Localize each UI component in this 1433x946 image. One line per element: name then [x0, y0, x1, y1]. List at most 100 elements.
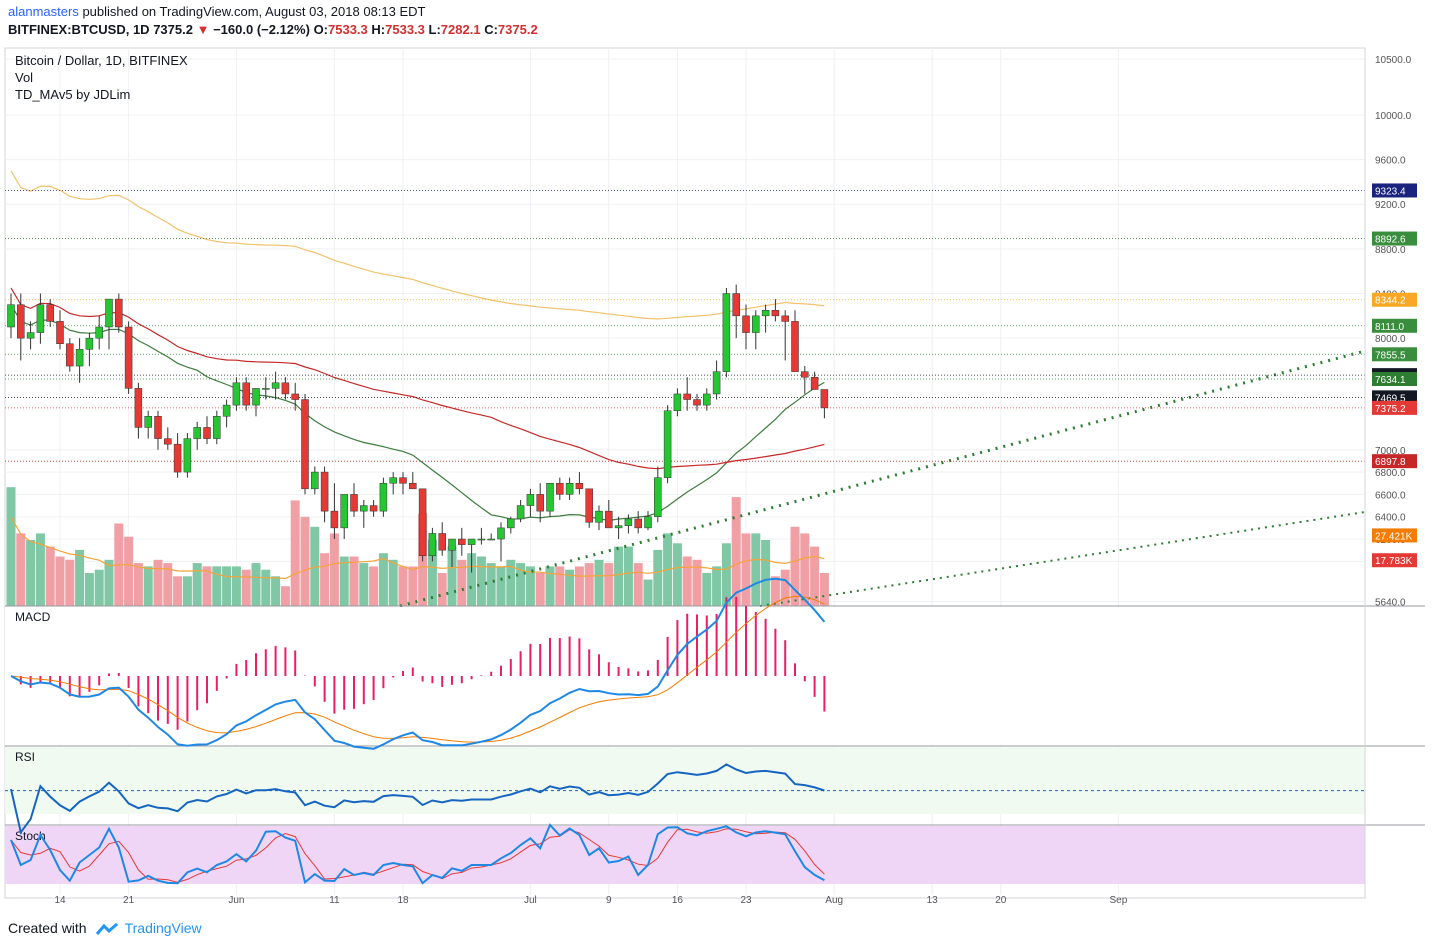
- candle-body: [389, 477, 397, 484]
- price-change: −160.0 (−2.12%): [213, 22, 310, 37]
- volume-bar: [731, 497, 741, 606]
- candle-body: [781, 315, 789, 322]
- time-tick: 16: [672, 895, 684, 906]
- candle-body: [693, 399, 701, 406]
- volume-bar: [124, 536, 134, 606]
- time-tick: 21: [123, 895, 135, 906]
- time-tick: Jun: [228, 895, 244, 906]
- volume-bar: [94, 569, 104, 606]
- candle-body: [516, 505, 525, 520]
- candle-body: [301, 399, 309, 490]
- candle-body: [634, 518, 642, 529]
- price-label-text: 7855.5: [1375, 350, 1406, 361]
- price-tick: 8000.0: [1375, 334, 1406, 345]
- candle-body: [36, 304, 45, 333]
- volume-bar: [614, 546, 624, 606]
- volume-bar: [349, 556, 359, 606]
- volume-bar: [153, 559, 163, 606]
- price-label-text: 6897.8: [1375, 457, 1406, 468]
- volume-bar: [633, 563, 643, 606]
- time-tick: Aug: [825, 895, 843, 906]
- price-tick: 9600.0: [1375, 156, 1406, 167]
- price-tick: 10000.0: [1375, 111, 1412, 122]
- vol-label-text: 27.421K: [1375, 531, 1413, 542]
- volume-bar: [810, 546, 820, 606]
- price-label-box: [1372, 231, 1417, 246]
- close-value: 7375.2: [497, 22, 538, 37]
- high-value: 7533.3: [385, 22, 425, 37]
- candle-body: [330, 510, 339, 529]
- candle-body: [595, 510, 603, 523]
- volume-bar: [408, 566, 418, 606]
- volume-bar: [173, 576, 183, 606]
- candle-body: [66, 343, 74, 367]
- price-label-box: [1372, 318, 1417, 333]
- candle-body: [624, 518, 633, 526]
- candle-body: [448, 538, 456, 551]
- volume-bar: [545, 566, 555, 606]
- volume-bar: [790, 526, 800, 606]
- candle-body: [105, 298, 113, 328]
- volume-bar: [457, 559, 467, 606]
- price-label-text: 7634.1: [1375, 375, 1406, 386]
- candle-body: [536, 494, 544, 512]
- volume-bar: [761, 540, 771, 606]
- candle-body: [585, 488, 593, 523]
- volume-bar: [222, 566, 232, 606]
- candle-body: [340, 494, 348, 529]
- publish-info: alanmasters published on TradingView.com…: [8, 4, 425, 19]
- candle-body: [46, 304, 54, 322]
- published-text: published on TradingView.com, August 03,…: [82, 4, 426, 19]
- volume-bar: [535, 573, 545, 606]
- volume-bar: [584, 563, 594, 606]
- candle-body: [801, 371, 809, 378]
- candle-body: [820, 389, 829, 409]
- rsi-line: [10, 763, 825, 835]
- volume-bar: [6, 487, 16, 606]
- down-arrow-icon: ▼: [196, 22, 210, 37]
- volume-bar: [516, 563, 526, 606]
- candle-body: [722, 293, 731, 372]
- candle-body: [350, 494, 358, 512]
- volume-bar: [447, 546, 457, 606]
- candle-body: [575, 482, 584, 490]
- vol-label-box: [1372, 528, 1417, 543]
- candle-body: [262, 388, 270, 390]
- candle-body: [683, 393, 691, 400]
- volume-bar: [300, 516, 310, 606]
- stoch-k-line: [10, 823, 825, 885]
- footer: Created with TradingView: [8, 920, 202, 936]
- volume-bar: [26, 540, 36, 606]
- volume-bar: [378, 553, 388, 606]
- price-label-box: [1372, 400, 1417, 415]
- volume-bar: [506, 559, 516, 606]
- volume-bar: [55, 556, 65, 606]
- candle-body: [144, 416, 152, 428]
- candle-body: [409, 482, 417, 490]
- volume-bar: [565, 569, 575, 606]
- price-label-text: 7469.5: [1375, 393, 1406, 404]
- price-label-text: 7375.2: [1375, 404, 1406, 415]
- volume-bar: [712, 566, 722, 606]
- volume-bar: [143, 566, 153, 606]
- volume-bar: [310, 526, 320, 606]
- candle-body: [193, 427, 201, 439]
- volume-bar: [65, 559, 75, 606]
- high-label: H:: [371, 22, 386, 37]
- candle-body: [399, 477, 407, 484]
- candle-body: [663, 410, 672, 478]
- volume-bar: [692, 559, 702, 606]
- candle-body: [164, 438, 172, 445]
- tradingview-brand[interactable]: TradingView: [124, 920, 202, 936]
- volume-bar: [251, 563, 261, 606]
- macd-pane-label: MACD: [15, 610, 51, 624]
- candle-body: [438, 533, 446, 551]
- candle-body: [222, 404, 231, 417]
- author-link[interactable]: alanmasters: [8, 4, 79, 19]
- volume-bar: [682, 556, 692, 606]
- candle-body: [124, 326, 133, 389]
- volume-bar: [241, 569, 251, 606]
- time-tick: 14: [54, 895, 66, 906]
- candle-body: [252, 388, 260, 406]
